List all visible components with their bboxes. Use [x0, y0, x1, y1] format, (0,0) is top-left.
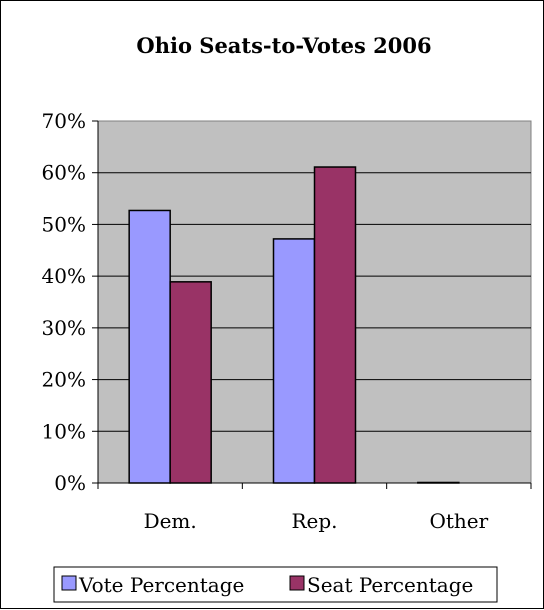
- legend-label-vote: Vote Percentage: [78, 573, 244, 597]
- y-tick-label: 20%: [42, 368, 86, 392]
- y-tick-label: 10%: [42, 419, 86, 443]
- x-category-label: Rep.: [291, 509, 337, 533]
- legend-label-seat: Seat Percentage: [307, 573, 473, 597]
- bars: [128, 166, 460, 484]
- x-category-label: Other: [429, 509, 488, 533]
- y-tick-label: 40%: [42, 264, 86, 288]
- x-category-label: Dem.: [144, 509, 197, 533]
- bar-vote-percentage-0: [128, 209, 171, 484]
- chart-title: Ohio Seats-to-Votes 2006: [136, 33, 431, 58]
- legend: Vote Percentage Seat Percentage: [53, 566, 498, 603]
- y-tick-label: 60%: [42, 161, 86, 185]
- bar-seat-percentage-1: [313, 166, 357, 484]
- y-tick-label: 50%: [42, 212, 86, 236]
- legend-swatch-seat: [289, 575, 305, 591]
- bar-seat-percentage-0: [169, 281, 212, 484]
- y-axis-ticks: 0% 10% 20% 30% 40% 50% 60% 70%: [42, 109, 98, 495]
- y-tick-label: 70%: [42, 109, 86, 133]
- x-axis-categories: Dem. Rep. Other: [97, 483, 532, 533]
- legend-box: [53, 566, 498, 603]
- bar-vote-percentage-1: [272, 238, 316, 484]
- y-tick-label: 0%: [54, 471, 86, 495]
- y-tick-label: 30%: [42, 316, 86, 340]
- legend-swatch-vote: [61, 575, 77, 591]
